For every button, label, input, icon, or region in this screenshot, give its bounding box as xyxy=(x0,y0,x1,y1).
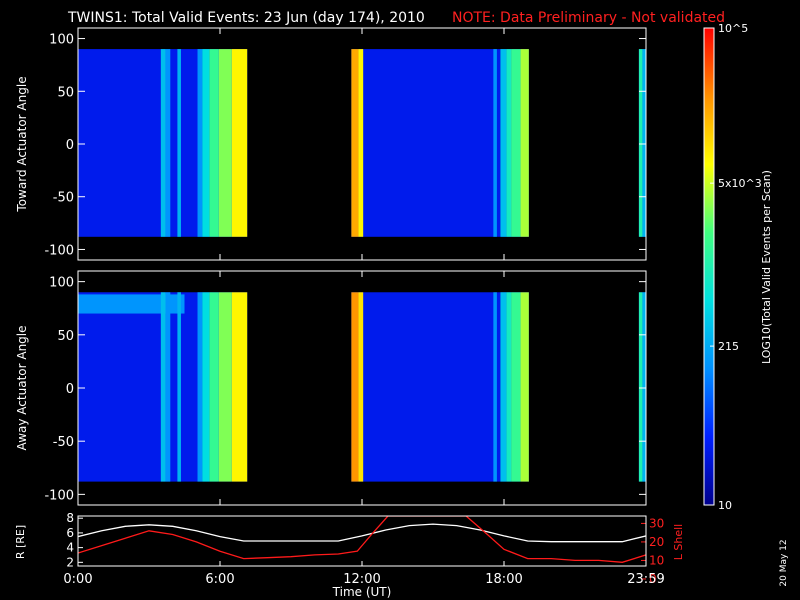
data-stripe xyxy=(358,49,364,237)
y-tick-label: 100 xyxy=(49,276,74,291)
data-stripe xyxy=(218,292,232,482)
data-stripe xyxy=(165,49,171,237)
data-stripe xyxy=(520,292,529,482)
radius-axis-label: R [RE] xyxy=(14,525,27,559)
data-stripe xyxy=(642,292,646,482)
lshell-series-line xyxy=(78,516,646,563)
preliminary-note: NOTE: Data Preliminary - Not validated xyxy=(452,10,725,26)
data-stripe xyxy=(358,292,364,482)
data-segment xyxy=(351,49,529,237)
radius-series-line xyxy=(78,523,646,543)
data-stripe xyxy=(638,292,643,482)
y2-tick-label: 30 xyxy=(649,516,664,530)
data-stripe xyxy=(493,292,497,482)
x-tick-label: 23:59 xyxy=(627,572,664,587)
data-stripe xyxy=(177,292,181,482)
data-stripe xyxy=(520,49,529,237)
colorbar-tick-label: 215 xyxy=(718,340,739,353)
toward-heatmap-panel: 100 50 0 -50 -100 xyxy=(44,28,647,260)
y-tick-label: 0 xyxy=(66,138,74,153)
toward-y-axis-label: Toward Actuator Angle xyxy=(15,76,29,212)
data-stripe xyxy=(160,292,166,482)
data-stripe xyxy=(506,292,512,482)
data-stripe xyxy=(231,49,248,237)
away-y-axis-label: Away Actuator Angle xyxy=(15,325,29,450)
y-tick-label: -100 xyxy=(44,243,74,258)
data-stripe xyxy=(78,294,185,314)
y-tick-label: 6 xyxy=(66,526,74,540)
y-tick-label: 100 xyxy=(49,33,74,48)
x-tick-label: 18:00 xyxy=(485,572,522,587)
colorbar-tick-label: 5x10^3 xyxy=(718,177,762,190)
x-tick-label: 6:00 xyxy=(205,572,234,587)
data-stripe xyxy=(209,49,219,237)
data-stripe xyxy=(511,292,521,482)
data-stripe xyxy=(165,292,171,482)
y-tick-label: -50 xyxy=(53,435,74,450)
y-tick-label: 0 xyxy=(66,382,74,397)
y-tick-label: 50 xyxy=(57,85,74,100)
lshell-axis-label: L Shell xyxy=(672,524,685,560)
colorbar-gradient xyxy=(704,28,714,505)
data-stripe xyxy=(642,49,646,237)
colorbar: 10 215 5x10^3 10^5 xyxy=(703,22,762,512)
data-stripe xyxy=(506,49,512,237)
data-stripe xyxy=(177,49,181,237)
data-stripe xyxy=(202,292,210,482)
data-stripe xyxy=(493,49,497,237)
x-tick-label: 12:00 xyxy=(343,572,380,587)
data-stripe xyxy=(500,49,507,237)
data-segment xyxy=(351,292,529,482)
y2-tick-label: 20 xyxy=(649,535,664,549)
colorbar-frame xyxy=(703,27,715,506)
time-axis-label: Time (UT) xyxy=(332,585,392,599)
data-stripe xyxy=(231,292,248,482)
colorbar-label: LOG10(Total Valid Events per Scan) xyxy=(760,170,773,364)
data-stripe xyxy=(209,292,219,482)
data-stripe xyxy=(160,49,166,237)
date-stamp: 20 May 12 xyxy=(779,539,789,586)
y-tick-label: 8 xyxy=(66,511,74,525)
away-heatmap-panel: 100 50 0 -50 -100 xyxy=(44,271,647,505)
chart-title: TWINS1: Total Valid Events: 23 Jun (day … xyxy=(67,10,425,26)
data-stripe xyxy=(511,49,521,237)
data-stripe xyxy=(638,49,643,237)
y-tick-label: 50 xyxy=(57,329,74,344)
colorbar-tick-label: 10^5 xyxy=(718,22,748,35)
y-tick-label: -50 xyxy=(53,191,74,206)
data-stripe xyxy=(351,292,359,482)
data-stripe xyxy=(197,49,203,237)
y2-tick-label: 0 xyxy=(649,572,657,586)
data-stripe xyxy=(500,292,507,482)
data-stripe xyxy=(197,292,203,482)
toward-panel-frame xyxy=(77,27,647,261)
data-stripe xyxy=(218,49,232,237)
data-stripe xyxy=(202,49,210,237)
y-tick-label: 2 xyxy=(66,555,74,569)
y-tick-label: 4 xyxy=(66,541,74,555)
y2-tick-label: 10 xyxy=(649,553,664,567)
colorbar-tick-label: 10 xyxy=(718,499,732,512)
x-tick-label: 0:00 xyxy=(63,572,92,587)
data-stripe xyxy=(351,49,359,237)
away-panel-frame xyxy=(77,270,647,506)
y-tick-label: -100 xyxy=(44,488,74,503)
orbit-panel-frame xyxy=(77,515,647,567)
